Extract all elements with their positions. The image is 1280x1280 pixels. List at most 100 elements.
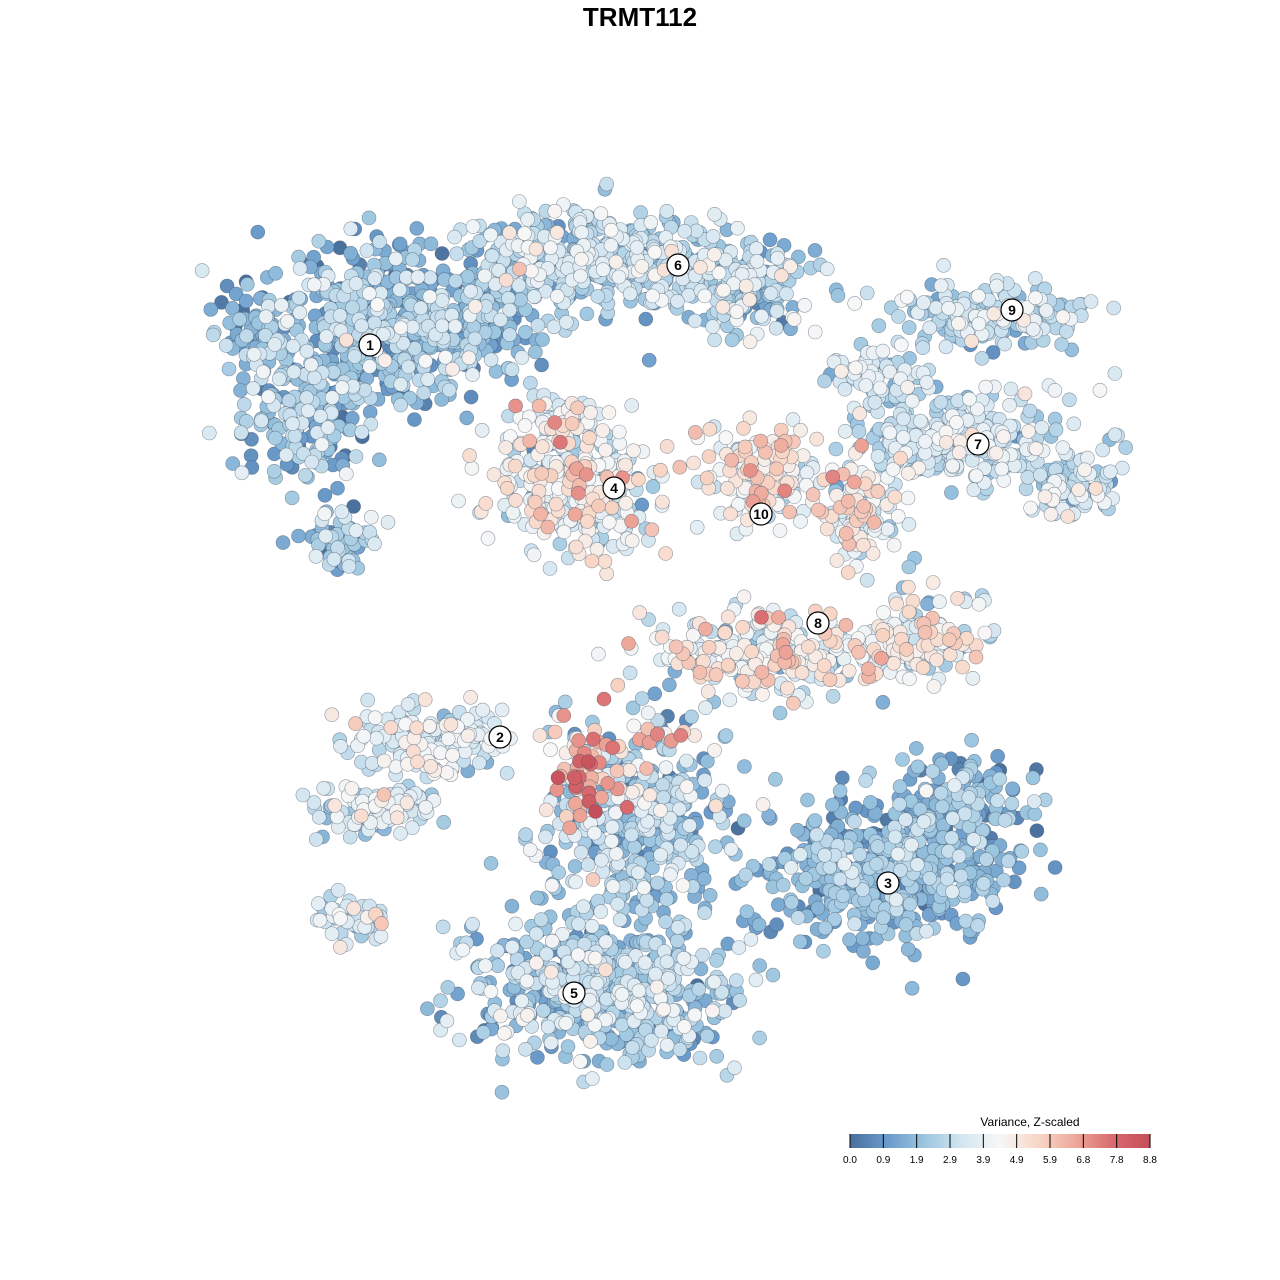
data-point: [580, 1007, 596, 1023]
data-point: [882, 425, 898, 441]
data-point: [480, 531, 496, 546]
data-point: [544, 933, 560, 949]
data-point: [202, 425, 217, 441]
data-point: [636, 880, 652, 896]
data-point: [507, 458, 523, 474]
data-point: [872, 380, 888, 396]
data-point: [463, 283, 479, 299]
data-point: [676, 950, 692, 966]
data-point: [855, 931, 870, 946]
data-point: [837, 423, 853, 439]
data-point: [1054, 337, 1069, 352]
data-point: [955, 659, 970, 675]
data-point: [508, 916, 523, 932]
data-point: [520, 212, 536, 227]
data-point: [594, 852, 609, 868]
data-point: [333, 911, 348, 926]
data-point: [1103, 464, 1118, 480]
data-point: [847, 916, 863, 932]
data-point: [964, 333, 979, 349]
data-point: [825, 797, 840, 813]
data-point: [422, 718, 437, 734]
data-point: [886, 537, 902, 553]
data-point: [920, 596, 935, 612]
data-point: [722, 692, 738, 708]
data-point: [1021, 424, 1036, 439]
data-point: [997, 812, 1013, 828]
data-point: [518, 1042, 533, 1057]
data-point: [519, 973, 535, 989]
data-point: [307, 370, 322, 386]
data-point: [890, 846, 906, 862]
data-point: [718, 728, 734, 743]
data-point: [520, 1007, 535, 1023]
data-point: [992, 771, 1008, 787]
data-point: [970, 918, 986, 933]
data-point: [422, 289, 438, 305]
data-point: [549, 288, 565, 304]
data-point: [938, 435, 954, 450]
data-point: [957, 806, 973, 822]
data-point: [638, 311, 654, 327]
data-point: [634, 497, 650, 513]
data-point: [1043, 506, 1059, 522]
data-point: [707, 207, 722, 222]
data-point: [343, 245, 358, 261]
data-point: [728, 973, 744, 988]
data-point: [284, 490, 300, 506]
data-point: [717, 625, 733, 641]
data-point: [761, 857, 777, 872]
data-point: [855, 537, 871, 553]
data-point: [629, 998, 645, 1014]
data-point: [895, 752, 910, 767]
data-point: [1055, 309, 1071, 325]
data-point: [1092, 382, 1108, 398]
data-point: [899, 289, 915, 305]
data-point: [570, 947, 586, 963]
data-point: [318, 528, 334, 544]
data-point: [679, 779, 695, 795]
data-point: [755, 797, 771, 812]
data-point: [936, 257, 951, 273]
data-point: [775, 877, 791, 893]
data-point: [258, 309, 274, 325]
data-point: [647, 244, 663, 260]
data-point: [1118, 440, 1133, 455]
data-point: [1066, 416, 1082, 432]
data-point: [863, 795, 878, 810]
data-point: [990, 748, 1006, 764]
data-point: [896, 411, 911, 427]
data-point: [380, 514, 396, 530]
data-point: [291, 290, 307, 306]
data-point: [568, 539, 584, 555]
data-point: [534, 439, 550, 455]
data-point: [662, 677, 677, 693]
data-point: [904, 837, 919, 853]
data-point: [892, 779, 908, 794]
data-point: [743, 932, 759, 947]
data-point: [926, 679, 942, 694]
data-point: [736, 589, 752, 605]
data-point: [847, 296, 863, 311]
data-point: [904, 393, 920, 409]
data-point: [634, 691, 650, 706]
data-point: [869, 856, 884, 872]
data-point: [809, 431, 825, 447]
data-point: [1028, 441, 1044, 457]
data-point: [326, 551, 342, 567]
data-point: [1047, 860, 1063, 875]
data-point: [511, 278, 527, 293]
data-point: [285, 416, 300, 432]
data-point: [996, 872, 1012, 888]
data-point: [966, 832, 982, 847]
data-point: [373, 928, 389, 944]
data-point: [445, 361, 460, 377]
data-point: [622, 762, 637, 778]
point-layer: [194, 176, 1133, 1100]
data-point: [410, 754, 425, 770]
data-point: [514, 350, 530, 365]
data-point: [941, 300, 956, 316]
data-point: [938, 339, 954, 355]
data-point: [418, 353, 433, 369]
data-point: [583, 405, 598, 420]
